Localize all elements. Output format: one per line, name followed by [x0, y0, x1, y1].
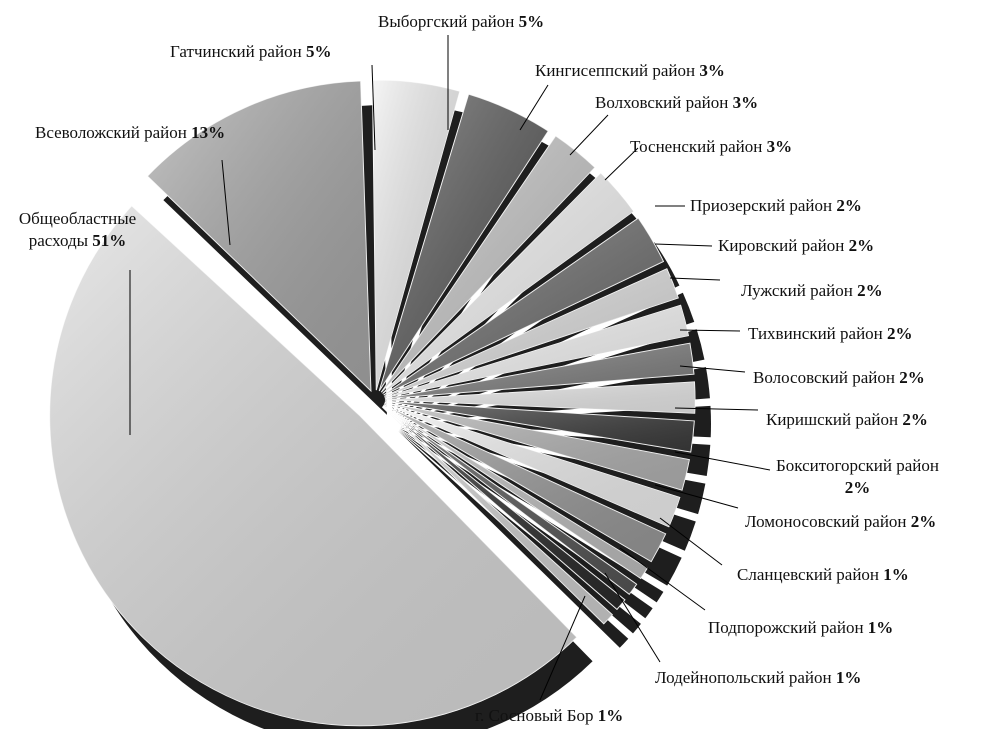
slice-label: Лужский район 2%	[741, 280, 883, 302]
value-label: 5%	[305, 42, 332, 61]
category-name: Приозерский район	[690, 196, 833, 215]
category-name: Волосовский район	[753, 368, 895, 387]
value-label: 2%	[857, 281, 883, 300]
slice-shade	[382, 406, 613, 624]
value-label: 2%	[848, 236, 875, 255]
leader-line	[659, 517, 723, 566]
leader-line	[669, 277, 721, 281]
leader-line	[654, 243, 713, 247]
leader-line	[679, 329, 741, 332]
slice-depth	[398, 430, 629, 648]
slice-shade	[383, 405, 637, 595]
value-label: 1%	[597, 706, 624, 725]
value-label: 2%	[887, 324, 913, 343]
value-label: 1%	[835, 668, 862, 687]
category-name: Всеволожский район	[35, 123, 187, 142]
leader-line	[569, 114, 609, 156]
value-label: 3%	[699, 61, 725, 80]
value-label: 13%	[191, 123, 226, 142]
slice-shade	[382, 173, 634, 394]
category-name: Ломоносовский район	[745, 512, 907, 531]
category-name: Лужский район	[741, 281, 853, 300]
slice-shade	[147, 81, 371, 391]
slice-shade	[384, 381, 695, 414]
slice-shade	[384, 402, 690, 491]
slice-label: Ломоносовский район 2%	[745, 511, 936, 533]
leader-line	[221, 159, 231, 246]
leader-line	[654, 484, 739, 509]
slice-shade	[372, 80, 460, 391]
slice-label: Лодейнопольский район 1%	[655, 667, 861, 689]
leader-line	[604, 147, 639, 181]
slice-label: Бокситогорский район 2%	[770, 455, 945, 499]
slice-label: Тосненский район 3%	[630, 136, 792, 158]
slice-shade	[384, 401, 695, 453]
value-label: 2%	[902, 410, 928, 429]
category-name: Лодейнопольский район	[655, 668, 832, 687]
top-layer	[49, 79, 696, 727]
slice-shade	[384, 305, 689, 398]
slice-label: Кингисеппский район 3%	[535, 60, 725, 82]
category-name: Тихвинский район	[748, 324, 883, 343]
slice-shade	[383, 404, 666, 562]
category-name: Кингисеппский район	[535, 61, 696, 80]
slice-label: г. Сосновый Бор 1%	[475, 705, 623, 727]
slice-shade	[384, 403, 680, 527]
category-name: Гатчинский район	[170, 42, 302, 61]
value-label: 5%	[518, 12, 545, 31]
value-label: 51%	[92, 231, 127, 250]
slice-label: Кировский район 2%	[718, 235, 874, 257]
category-name: Выборгский район	[378, 12, 515, 31]
value-label: 3%	[732, 93, 759, 112]
value-label: 2%	[844, 478, 871, 497]
value-label: 2%	[899, 368, 925, 387]
slice-label: Всеволожский район 13%	[35, 122, 225, 144]
slice-shade	[379, 94, 549, 391]
value-label: 2%	[836, 196, 862, 215]
value-label: 3%	[766, 137, 793, 156]
leader-line	[674, 407, 759, 411]
category-name: Кировский район	[718, 236, 845, 255]
slice-label: Тихвинский район 2%	[748, 323, 913, 345]
leader-line	[674, 451, 771, 471]
slice-shade	[382, 406, 625, 610]
category-name: Волховский район	[595, 93, 729, 112]
category-name: Подпорожский район	[708, 618, 864, 637]
slice-shade	[384, 268, 679, 397]
category-name: Тосненский район	[630, 137, 763, 156]
slice-shade	[384, 343, 694, 399]
leader-line	[619, 547, 706, 611]
slice-label: Приозерский район 2%	[690, 195, 862, 217]
slice-label: Общеобластные расходы 51%	[10, 208, 145, 252]
category-name: Киришский район	[766, 410, 899, 429]
leader-line	[519, 84, 549, 131]
slice-label: Выборгский район 5%	[378, 11, 544, 33]
category-name: Сланцевский район	[737, 565, 880, 584]
slice-label: Сланцевский район 1%	[737, 564, 909, 586]
leader-line	[679, 365, 746, 373]
slice-label: Волховский район 3%	[595, 92, 758, 114]
slice-shade	[383, 405, 648, 579]
slice-label: Киришский район 2%	[766, 409, 928, 431]
category-name: Общеобластные расходы	[18, 209, 137, 250]
slice-shade	[383, 218, 664, 395]
leader-line	[604, 572, 661, 663]
slice-label: Волосовский район 2%	[753, 367, 925, 389]
value-label: 1%	[867, 618, 894, 637]
value-label: 2%	[910, 512, 937, 531]
value-label: 1%	[883, 565, 909, 584]
leader-line	[539, 595, 586, 701]
category-name: Бокситогорский район	[776, 456, 939, 475]
slice-shade	[49, 205, 577, 726]
leader-line	[371, 64, 376, 151]
slice-shade	[381, 135, 595, 393]
slice-label: Гатчинский район 5%	[170, 41, 331, 63]
slice-label: Подпорожский район 1%	[708, 617, 893, 639]
category-name: г. Сосновый Бор	[475, 706, 594, 725]
